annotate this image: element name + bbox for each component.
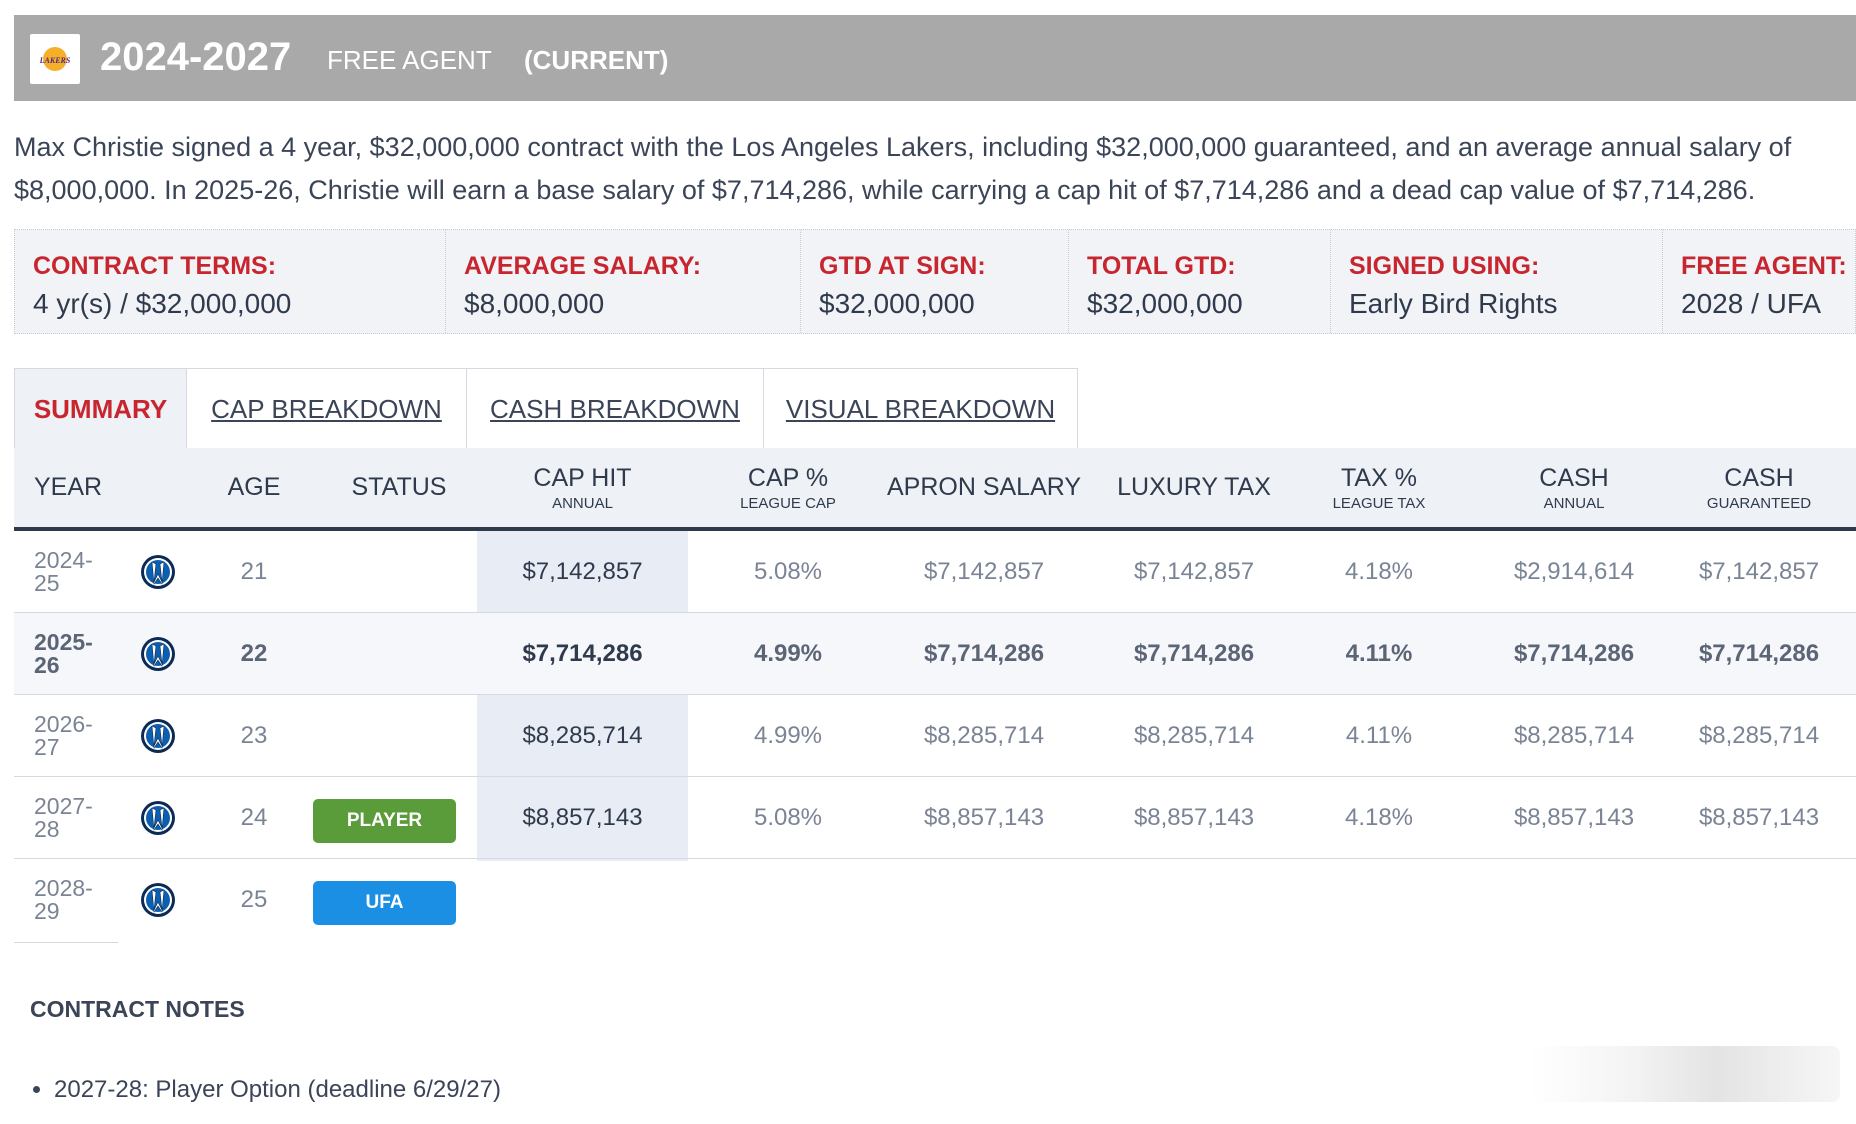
cash-guaranteed-cell: $8,857,143	[1698, 804, 1820, 831]
lakers-logo-icon: LAKERS	[30, 34, 80, 84]
year-cell: 2024-25	[34, 547, 93, 596]
tab-cash-breakdown[interactable]: CASH BREAKDOWN	[466, 369, 763, 449]
tax-pct-cell: 4.18%	[1344, 804, 1414, 831]
col-status[interactable]: STATUS	[351, 473, 447, 501]
contract-description: Max Christie signed a 4 year, $32,000,00…	[14, 132, 1792, 205]
mavericks-logo-icon	[140, 718, 176, 754]
term-free-agent: FREE AGENT: 2028 / UFA	[1663, 230, 1855, 333]
cash-guaranteed-cell: $7,714,286	[1698, 640, 1820, 667]
year-cell: 2027-28	[34, 793, 93, 842]
term-value: 4 yr(s) / $32,000,000	[33, 288, 292, 319]
contract-header: LAKERS 2024-2027 FREE AGENT (CURRENT)	[14, 15, 1856, 101]
mavericks-logo-icon	[140, 554, 176, 590]
table-row: 2026-27 23 $8,285,714 4.99% $8,285,714 $8,285…	[14, 695, 1856, 777]
status-badge: PLAYER	[313, 799, 456, 843]
term-value: $32,000,000	[819, 288, 975, 319]
contract-years: 2024-2027	[100, 35, 292, 79]
cap-hit-cell: $7,142,857	[522, 558, 643, 585]
term-label: SIGNED USING:	[1349, 252, 1540, 280]
cap-pct-cell: 5.08%	[753, 558, 823, 585]
status-badge: UFA	[313, 881, 456, 925]
cash-annual-cell: $7,714,286	[1513, 640, 1635, 667]
term-value: Early Bird Rights	[1349, 288, 1558, 319]
term-label: FREE AGENT:	[1681, 252, 1847, 280]
cap-pct-cell: 4.99%	[753, 722, 823, 749]
term-label: CONTRACT TERMS:	[33, 252, 277, 280]
col-age[interactable]: AGE	[227, 473, 281, 501]
col-apron-salary[interactable]: APRON SALARY	[886, 473, 1082, 501]
table-row: 2027-28 24 PLAYER $8,857,143 5.08% $8,857,143…	[14, 777, 1856, 859]
term-value: $32,000,000	[1087, 288, 1243, 319]
luxury-tax-cell: $7,142,857	[1133, 558, 1255, 585]
cash-annual-cell: $8,857,143	[1513, 804, 1635, 831]
table-row: 2024-25 21 $7,142,857 5.08% $7,142,857 $7,142…	[14, 531, 1856, 613]
term-average-salary: AVERAGE SALARY: $8,000,000	[446, 230, 801, 333]
apron-salary-cell: $7,142,857	[923, 558, 1045, 585]
contract-terms: CONTRACT TERMS: 4 yr(s) / $32,000,000 AV…	[14, 229, 1856, 334]
free-agent-label: FREE AGENT	[327, 45, 492, 75]
cash-guaranteed-cell: $8,285,714	[1698, 722, 1820, 749]
mavericks-logo-icon	[140, 800, 176, 836]
contract-notes-title: CONTRACT NOTES	[30, 996, 245, 1022]
apron-salary-cell: $8,285,714	[923, 722, 1045, 749]
term-value: 2028 / UFA	[1681, 288, 1822, 319]
table-header: YEAR AGE STATUS CAP HIT ANNUAL CAP % LEAGU…	[14, 448, 1856, 531]
luxury-tax-cell: $7,714,286	[1133, 640, 1255, 667]
contract-note: 2027-28: Player Option (deadline 6/29/27…	[54, 1076, 501, 1104]
term-label: AVERAGE SALARY:	[464, 252, 702, 280]
col-cap-pct[interactable]: CAP % LEAGUE CAP	[740, 463, 836, 512]
luxury-tax-cell: $8,285,714	[1133, 722, 1255, 749]
col-cash-annual[interactable]: CASH ANNUAL	[1539, 463, 1609, 512]
cash-annual-cell: $2,914,614	[1513, 558, 1635, 585]
tab-cap-breakdown[interactable]: CAP BREAKDOWN	[186, 369, 466, 449]
col-tax-pct[interactable]: TAX % LEAGUE TAX	[1332, 463, 1426, 512]
tax-pct-cell: 4.18%	[1344, 558, 1414, 585]
year-cell: 2028-29	[34, 875, 93, 924]
cap-pct-cell: 4.99%	[753, 640, 823, 667]
age-cell: 22	[240, 640, 268, 667]
breakdown-tabs: SUMMARY CAP BREAKDOWN CASH BREAKDOWN VIS…	[14, 368, 1078, 449]
term-signed-using: SIGNED USING: Early Bird Rights	[1331, 230, 1663, 333]
mavericks-logo-icon	[140, 882, 176, 918]
table-row: 2028-29 25 UFA	[14, 859, 1856, 941]
cap-pct-cell: 5.08%	[753, 804, 823, 831]
term-contract: CONTRACT TERMS: 4 yr(s) / $32,000,000	[15, 230, 446, 333]
term-gtd-at-sign: GTD AT SIGN: $32,000,000	[801, 230, 1069, 333]
apron-salary-cell: $7,714,286	[923, 640, 1045, 667]
cap-hit-cell: $8,285,714	[522, 722, 643, 749]
svg-text:LAKERS: LAKERS	[39, 56, 71, 65]
bottom-right-overlay	[1530, 1046, 1840, 1102]
tax-pct-cell: 4.11%	[1345, 640, 1413, 667]
age-cell: 21	[240, 558, 268, 585]
table-end-line	[14, 942, 118, 943]
tax-pct-cell: 4.11%	[1345, 722, 1413, 749]
contract-notes-list: 2027-28: Player Option (deadline 6/29/27…	[30, 1076, 501, 1104]
apron-salary-cell: $8,857,143	[923, 804, 1045, 831]
mavericks-logo-icon	[140, 636, 176, 672]
current-label: (CURRENT)	[524, 45, 669, 75]
age-cell: 23	[240, 722, 268, 749]
tab-visual-breakdown[interactable]: VISUAL BREAKDOWN	[763, 369, 1077, 449]
age-cell: 24	[240, 804, 268, 831]
year-cell: 2026-27	[34, 711, 93, 760]
year-cell: 2025-26	[34, 629, 93, 678]
col-luxury-tax[interactable]: LUXURY TAX	[1117, 473, 1271, 501]
term-value: $8,000,000	[464, 288, 605, 319]
luxury-tax-cell: $8,857,143	[1133, 804, 1255, 831]
col-cash-guaranteed[interactable]: CASH GUARANTEED	[1706, 463, 1812, 512]
term-label: GTD AT SIGN:	[819, 252, 986, 280]
cap-hit-cell: $7,714,286	[522, 640, 643, 667]
table-row: 2025-26 22 $7,714,286 4.99% $7,714,286 $7,714…	[14, 613, 1856, 695]
cap-hit-cell: $8,857,143	[522, 804, 643, 831]
term-label: TOTAL GTD:	[1087, 252, 1236, 280]
age-cell: 25	[240, 886, 268, 913]
tab-summary[interactable]: SUMMARY	[15, 369, 186, 449]
cash-annual-cell: $8,285,714	[1513, 722, 1635, 749]
col-cap-hit[interactable]: CAP HIT ANNUAL	[533, 463, 632, 512]
term-total-gtd: TOTAL GTD: $32,000,000	[1069, 230, 1331, 333]
cash-guaranteed-cell: $7,142,857	[1698, 558, 1820, 585]
col-year[interactable]: YEAR	[34, 473, 103, 501]
